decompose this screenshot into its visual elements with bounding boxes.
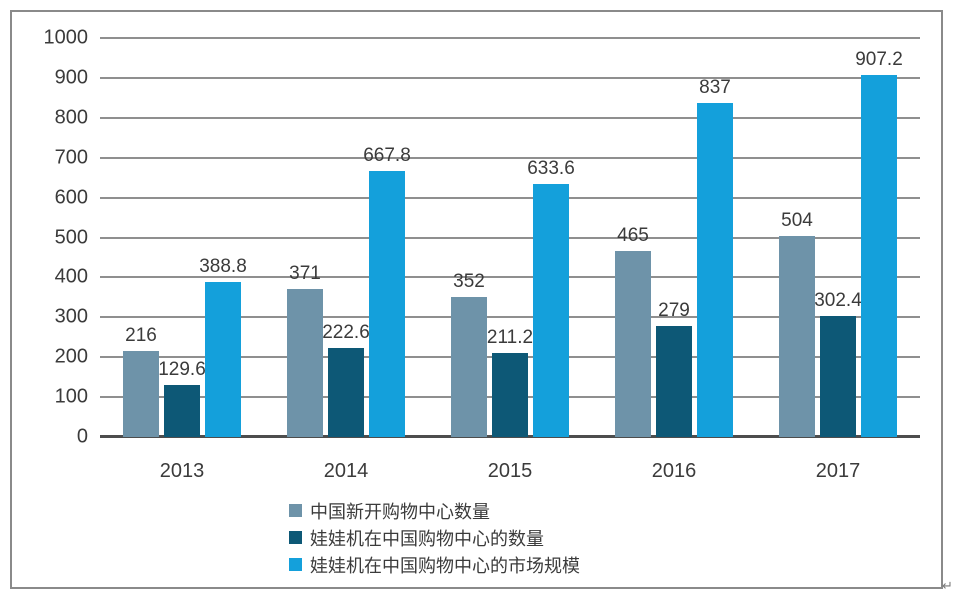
x-tick-label-2014: 2014 xyxy=(323,460,369,482)
bar-series1-2015 xyxy=(451,296,487,437)
bar-value-label: 129.6 xyxy=(158,359,206,381)
y-tick-label: 500 xyxy=(54,226,88,248)
y-tick-label: 400 xyxy=(54,265,88,288)
bar-series2-2017 xyxy=(820,316,856,437)
legend-label: 娃娃机在中国购物中心的数量 xyxy=(310,528,544,549)
bar-value-label: 302.4 xyxy=(814,290,862,312)
chart-frame: 0 100 200 300 400 500 600 700 800 900 1000 216 129.… xyxy=(10,10,943,589)
legend-swatch-icon xyxy=(289,531,302,544)
bar-series3-2015 xyxy=(533,184,569,437)
y-tick-label: 900 xyxy=(54,66,88,89)
y-tick-label: 200 xyxy=(54,345,88,368)
y-tick-label: 800 xyxy=(54,106,88,129)
plot-area: 216 129.6 388.8 371 222.6 667.8 352 211.2 633.6 4… xyxy=(100,37,920,438)
legend-item-series1: 中国新开购物中心数量 xyxy=(289,497,580,524)
legend-label: 中国新开购物中心数量 xyxy=(310,501,490,522)
bar-value-label: 667.8 xyxy=(363,144,411,166)
bar-series2-2015 xyxy=(492,352,528,437)
bar-value-label: 837 xyxy=(699,77,731,99)
legend-swatch-icon xyxy=(289,504,302,517)
bar-value-label: 388.8 xyxy=(199,255,247,277)
x-tick-label-2017: 2017 xyxy=(815,460,861,482)
bar-value-label: 222.6 xyxy=(322,322,370,344)
gridline xyxy=(100,116,920,119)
bar-series1-2013 xyxy=(123,350,159,437)
bar-value-label: 465 xyxy=(617,225,649,247)
gridline xyxy=(100,316,920,319)
bar-value-label: 371 xyxy=(289,262,321,284)
bar-series3-2014 xyxy=(369,170,405,437)
gridline xyxy=(100,276,920,279)
y-tick-label: 0 xyxy=(76,425,88,448)
bar-value-label: 352 xyxy=(453,270,485,292)
gridline xyxy=(100,196,920,199)
bar-series3-2013 xyxy=(205,281,241,437)
bar-series3-2017 xyxy=(861,75,897,437)
bar-value-label: 279 xyxy=(658,299,690,321)
bar-series1-2017 xyxy=(779,235,815,437)
y-axis: 0 100 200 300 400 500 600 700 800 900 1000 xyxy=(8,27,89,448)
gridline xyxy=(100,37,920,39)
bar-series1-2014 xyxy=(287,288,323,437)
bar-value-label: 907.2 xyxy=(855,49,903,71)
gridline xyxy=(100,76,920,79)
x-tick-label-2013: 2013 xyxy=(159,460,205,482)
gridline xyxy=(100,236,920,239)
legend-item-series3: 娃娃机在中国购物中心的市场规模 xyxy=(289,551,580,578)
y-tick-label: 300 xyxy=(54,305,88,328)
bar-series2-2016 xyxy=(656,325,692,437)
bar-value-label: 211.2 xyxy=(486,326,534,348)
bar-series2-2013 xyxy=(164,385,200,437)
bar-series3-2016 xyxy=(697,103,733,437)
x-tick-label-2016: 2016 xyxy=(651,460,697,482)
legend-swatch-icon xyxy=(289,558,302,571)
legend-label: 娃娃机在中国购物中心的市场规模 xyxy=(310,555,580,576)
x-tick-label-2015: 2015 xyxy=(487,460,533,482)
bar-value-label: 633.6 xyxy=(527,158,575,180)
y-tick-label: 1000 xyxy=(43,26,89,49)
legend-item-series2: 娃娃机在中国购物中心的数量 xyxy=(289,524,580,551)
bar-value-label: 504 xyxy=(781,209,813,231)
y-tick-label: 700 xyxy=(54,146,88,169)
paragraph-return-mark: ↵ xyxy=(942,578,953,593)
y-tick-label: 600 xyxy=(54,186,88,209)
gridline xyxy=(100,156,920,159)
bar-series1-2016 xyxy=(615,251,651,437)
legend: 中国新开购物中心数量娃娃机在中国购物中心的数量娃娃机在中国购物中心的市场规模 xyxy=(289,497,580,578)
x-axis: 2013 2014 2015 2016 2017 xyxy=(100,448,920,482)
bar-series2-2014 xyxy=(328,348,364,437)
bar-value-label: 216 xyxy=(125,324,157,346)
y-tick-label: 100 xyxy=(54,385,88,408)
